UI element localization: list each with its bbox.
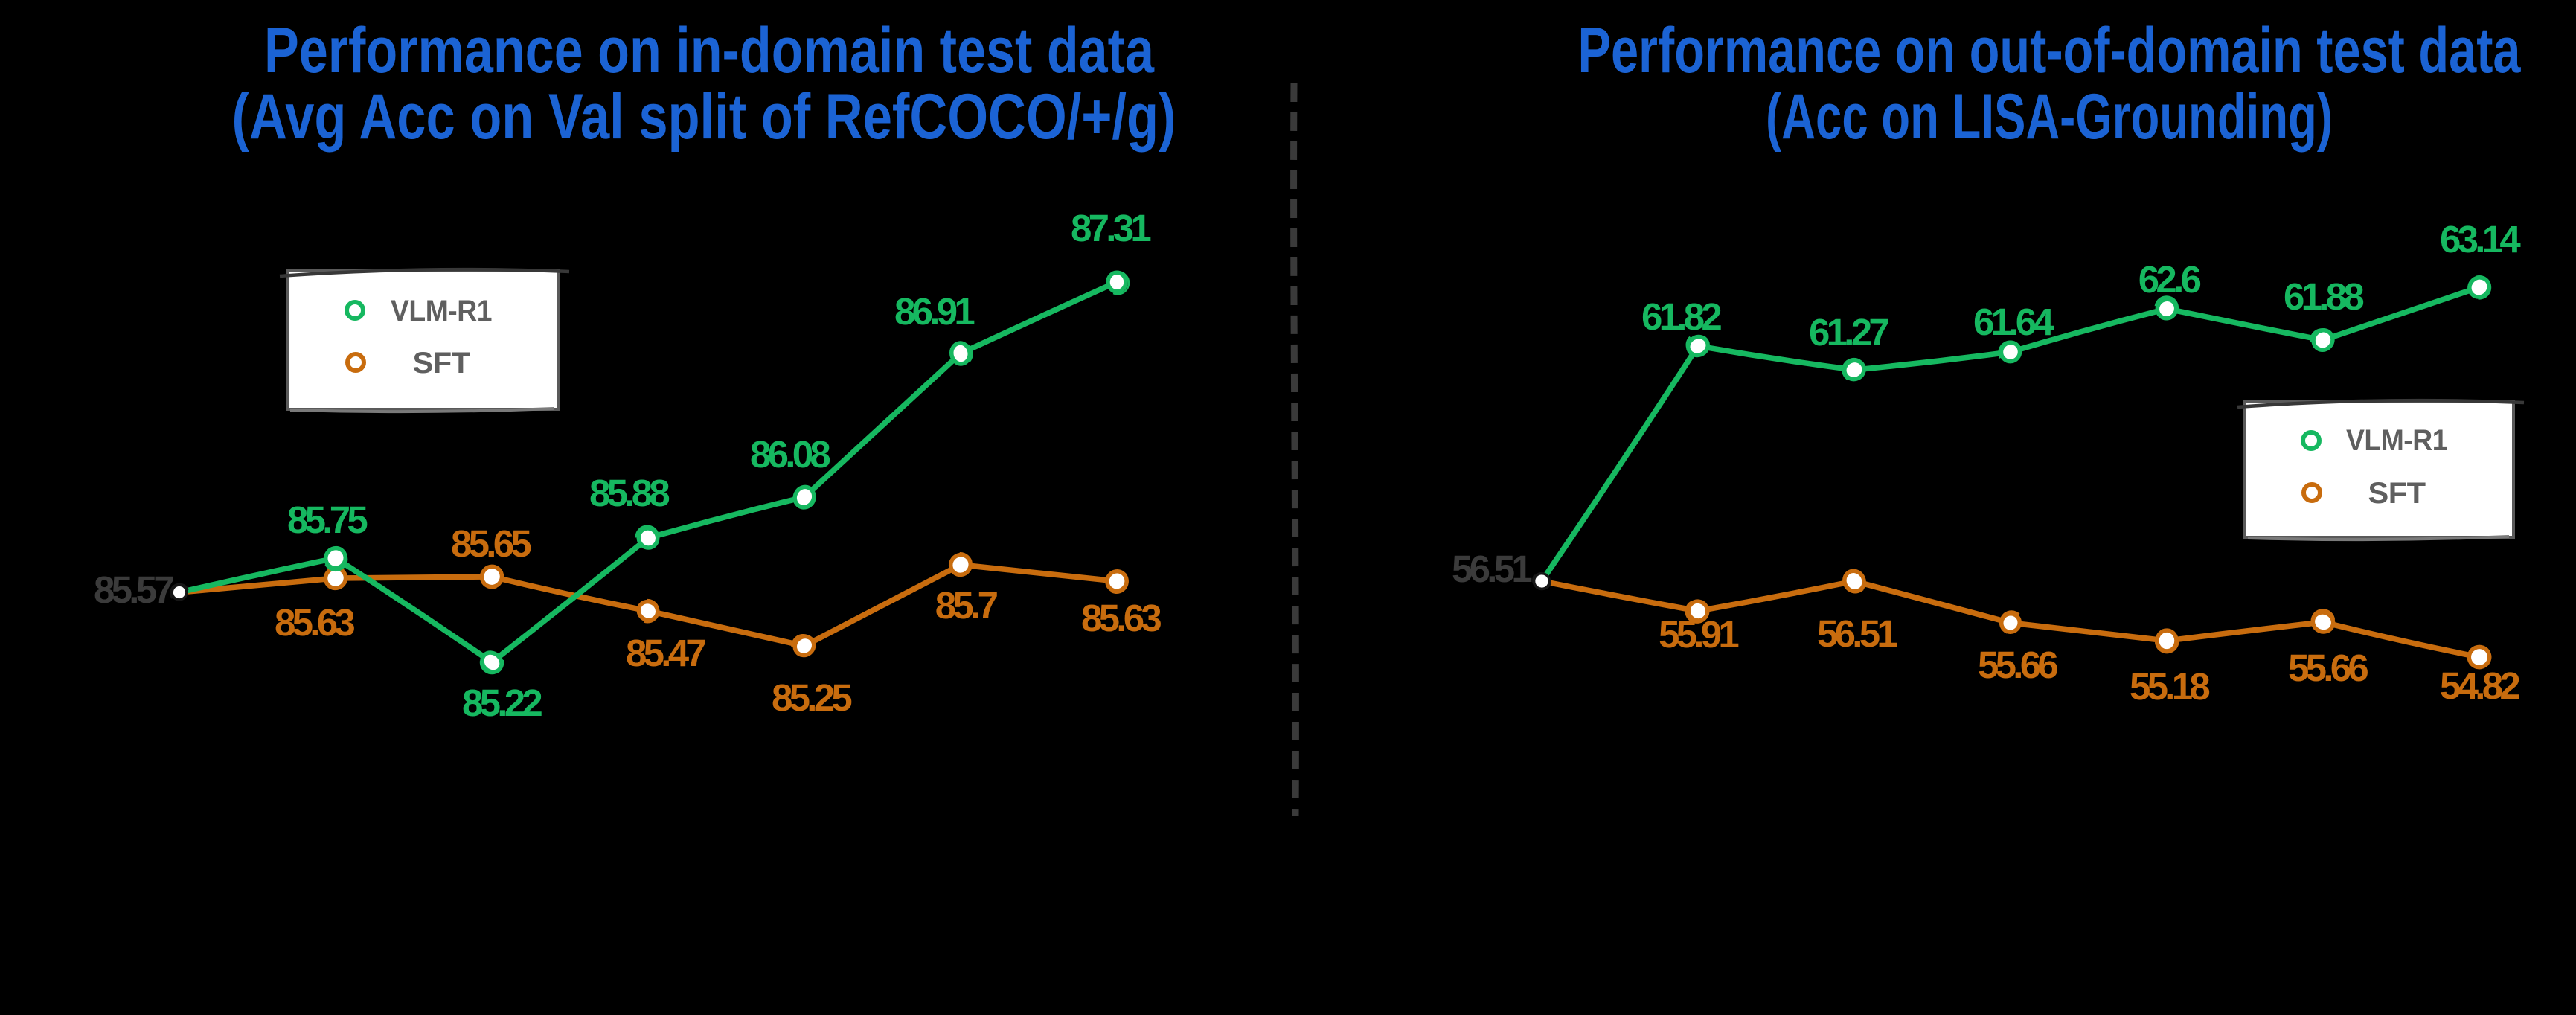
- svg-text:(Acc on LISA-Grounding): (Acc on LISA-Grounding): [1766, 81, 2333, 153]
- svg-text:56.51: 56.51: [1817, 612, 1897, 655]
- svg-text:62.6: 62.6: [2138, 258, 2201, 301]
- svg-text:SFT: SFT: [413, 347, 470, 380]
- svg-text:63.14: 63.14: [2440, 218, 2521, 260]
- svg-text:55.18: 55.18: [2130, 665, 2209, 708]
- svg-text:SFT: SFT: [2368, 477, 2426, 510]
- svg-text:85.47: 85.47: [626, 632, 705, 674]
- svg-text:VLM-R1: VLM-R1: [2346, 424, 2447, 457]
- svg-text:61.82: 61.82: [1641, 295, 1721, 338]
- svg-text:85.7: 85.7: [935, 584, 998, 627]
- svg-text:VLM-R1: VLM-R1: [391, 295, 492, 327]
- svg-text:85.22: 85.22: [462, 682, 542, 724]
- svg-text:85.88: 85.88: [589, 472, 669, 514]
- svg-text:85.63: 85.63: [1081, 597, 1161, 639]
- svg-text:55.66: 55.66: [2288, 647, 2368, 689]
- svg-text:86.91: 86.91: [894, 290, 974, 333]
- svg-text:61.88: 61.88: [2284, 275, 2363, 318]
- svg-text:85.63: 85.63: [275, 601, 354, 644]
- svg-text:56.51: 56.51: [1452, 548, 1531, 590]
- svg-text:86.08: 86.08: [750, 433, 830, 476]
- svg-text:87.31: 87.31: [1071, 207, 1150, 249]
- svg-text:85.25: 85.25: [772, 676, 851, 719]
- svg-text:Performance on in-domain test: Performance on in-domain test data: [264, 15, 1155, 86]
- svg-text:61.27: 61.27: [1809, 311, 1888, 353]
- svg-text:55.91: 55.91: [1659, 613, 1738, 656]
- svg-text:Performance on out-of-domain t: Performance on out-of-domain test data: [1578, 15, 2522, 86]
- svg-text:54.82: 54.82: [2440, 665, 2519, 707]
- svg-text:61.64: 61.64: [1973, 301, 2054, 343]
- svg-text:85.75: 85.75: [287, 499, 367, 541]
- svg-text:(Avg Acc on Val split of RefCO: (Avg Acc on Val split of RefCOCO/+/g): [232, 81, 1176, 153]
- svg-text:85.65: 85.65: [451, 522, 531, 565]
- svg-text:55.66: 55.66: [1978, 644, 2057, 686]
- svg-text:85.57: 85.57: [94, 569, 173, 611]
